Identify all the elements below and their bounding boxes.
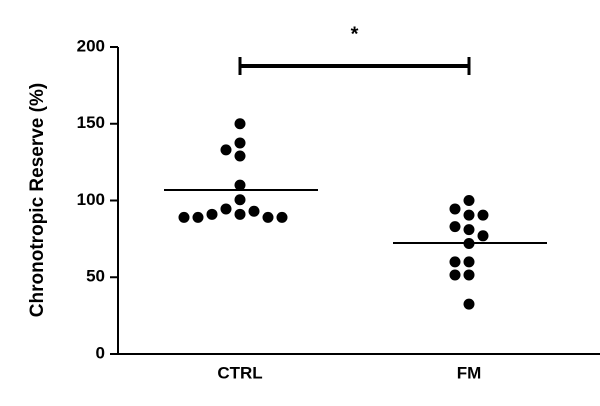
data-point — [248, 205, 260, 217]
data-point — [449, 269, 461, 281]
data-point — [220, 144, 232, 156]
data-point — [234, 194, 246, 206]
data-point — [192, 211, 204, 223]
data-point — [463, 269, 475, 281]
significance-label: * — [351, 23, 359, 45]
data-point — [477, 209, 489, 221]
y-tick-label: 50 — [86, 267, 105, 286]
data-point — [463, 224, 475, 236]
data-point — [463, 195, 475, 206]
data-point — [220, 203, 232, 215]
x-tick-label: FM — [457, 363, 482, 382]
data-point — [234, 208, 246, 220]
data-point — [463, 298, 475, 310]
x-tick-label: CTRL — [217, 363, 262, 382]
data-point — [234, 118, 246, 130]
y-tick-label: 100 — [77, 190, 105, 209]
y-tick-label: 150 — [77, 113, 105, 132]
data-point — [463, 256, 475, 268]
y-tick-label: 200 — [77, 36, 105, 55]
data-point — [234, 179, 246, 191]
data-point — [449, 256, 461, 268]
data-point — [276, 211, 288, 223]
data-point — [449, 203, 461, 215]
y-axis-label: Chronotropic Reserve (%) — [27, 83, 48, 317]
data-point — [234, 150, 246, 162]
data-point — [449, 221, 461, 233]
data-point — [463, 209, 475, 221]
y-tick-label: 0 — [96, 343, 105, 362]
data-point — [206, 208, 218, 220]
data-point — [477, 230, 489, 242]
data-point — [234, 137, 246, 149]
data-point — [178, 211, 190, 223]
data-point — [262, 211, 274, 223]
